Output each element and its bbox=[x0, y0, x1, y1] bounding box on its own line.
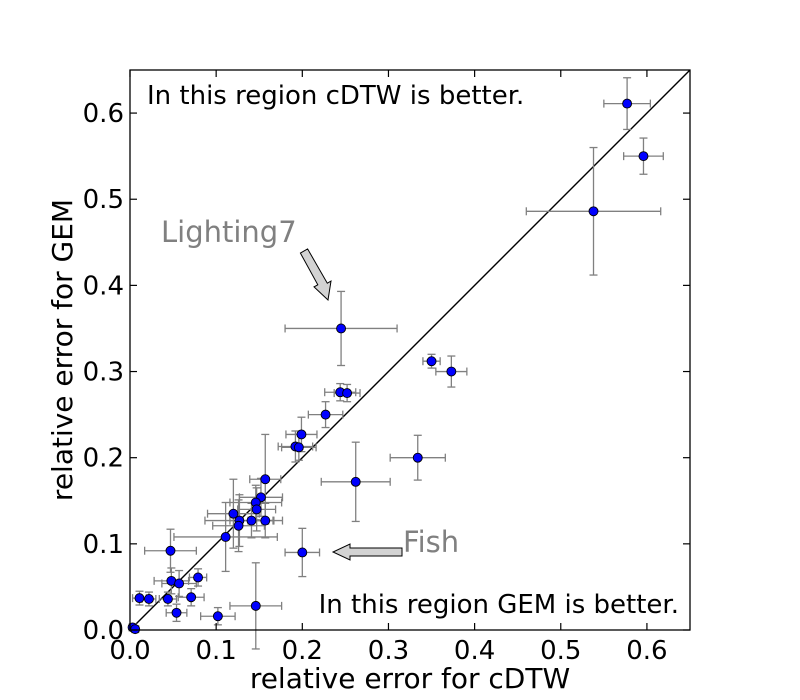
fish-arrow bbox=[331, 543, 403, 561]
data-point bbox=[350, 476, 361, 487]
ticks: 0.0 0.1 0.2 0.3 0.4 0.5 0.6 0.0 0.1 0.2 0.3 0.4 0.5 0… bbox=[83, 70, 690, 666]
data-point bbox=[426, 356, 437, 367]
x-tick-label: 0.3 bbox=[368, 636, 409, 666]
lower-region-note: In this region GEM is better. bbox=[319, 590, 679, 620]
data-point bbox=[220, 532, 231, 542]
y-tick-label: 0.6 bbox=[83, 99, 124, 129]
data-point bbox=[588, 206, 599, 217]
upper-region-note: In this region cDTW is better. bbox=[147, 81, 524, 111]
y-tick-label: 0.2 bbox=[83, 444, 124, 474]
data-point bbox=[212, 611, 223, 622]
x-tick-label: 0.0 bbox=[109, 636, 150, 666]
x-axis-label: relative error for cDTW bbox=[250, 662, 570, 695]
data-point bbox=[130, 624, 141, 635]
y-axis-label: relative error for GEM bbox=[46, 199, 79, 501]
data-point bbox=[165, 545, 176, 556]
data-point bbox=[251, 504, 262, 515]
data-point bbox=[446, 366, 457, 377]
data-point bbox=[320, 409, 331, 420]
data-point bbox=[293, 442, 304, 453]
data-point bbox=[297, 547, 308, 558]
data-point bbox=[228, 508, 239, 519]
data-point bbox=[638, 151, 649, 162]
data-point bbox=[193, 572, 204, 583]
x-tick-label: 0.5 bbox=[540, 636, 581, 666]
fish-callout-label: Fish bbox=[403, 525, 459, 559]
x-tick-label: 0.6 bbox=[626, 636, 667, 666]
x-tick-label: 0.2 bbox=[282, 636, 323, 666]
data-point bbox=[162, 594, 173, 604]
data-point bbox=[260, 515, 271, 526]
lighting7-callout-label: Lighting7 bbox=[161, 215, 297, 249]
y-tick-label: 0.4 bbox=[83, 271, 124, 301]
data-point bbox=[144, 594, 154, 604]
data-point bbox=[246, 515, 257, 526]
x-tick-label: 0.4 bbox=[454, 636, 495, 666]
data-point bbox=[260, 474, 271, 485]
plot-area: 0.0 0.1 0.2 0.3 0.4 0.5 0.6 0.0 0.1 0.2 0.3 0.4 0.5 0… bbox=[83, 69, 691, 666]
data-point bbox=[233, 520, 244, 531]
data-point bbox=[622, 98, 633, 109]
data-point bbox=[336, 323, 347, 334]
data-points bbox=[127, 98, 649, 635]
plot-frame bbox=[129, 69, 691, 631]
y-tick-label: 0.3 bbox=[83, 358, 124, 388]
data-point bbox=[171, 607, 182, 618]
data-point bbox=[296, 429, 307, 440]
data-point bbox=[174, 578, 185, 589]
data-point bbox=[134, 593, 145, 604]
data-point bbox=[342, 388, 353, 399]
data-point bbox=[186, 592, 197, 603]
data-point bbox=[250, 600, 261, 611]
y-tick-label: 0.1 bbox=[83, 530, 124, 560]
x-tick-label: 0.1 bbox=[195, 636, 236, 666]
data-point bbox=[412, 452, 423, 463]
y-tick-label: 0.5 bbox=[83, 185, 124, 215]
y-tick-label: 0.0 bbox=[83, 616, 124, 646]
lighting7-arrow bbox=[299, 248, 332, 302]
